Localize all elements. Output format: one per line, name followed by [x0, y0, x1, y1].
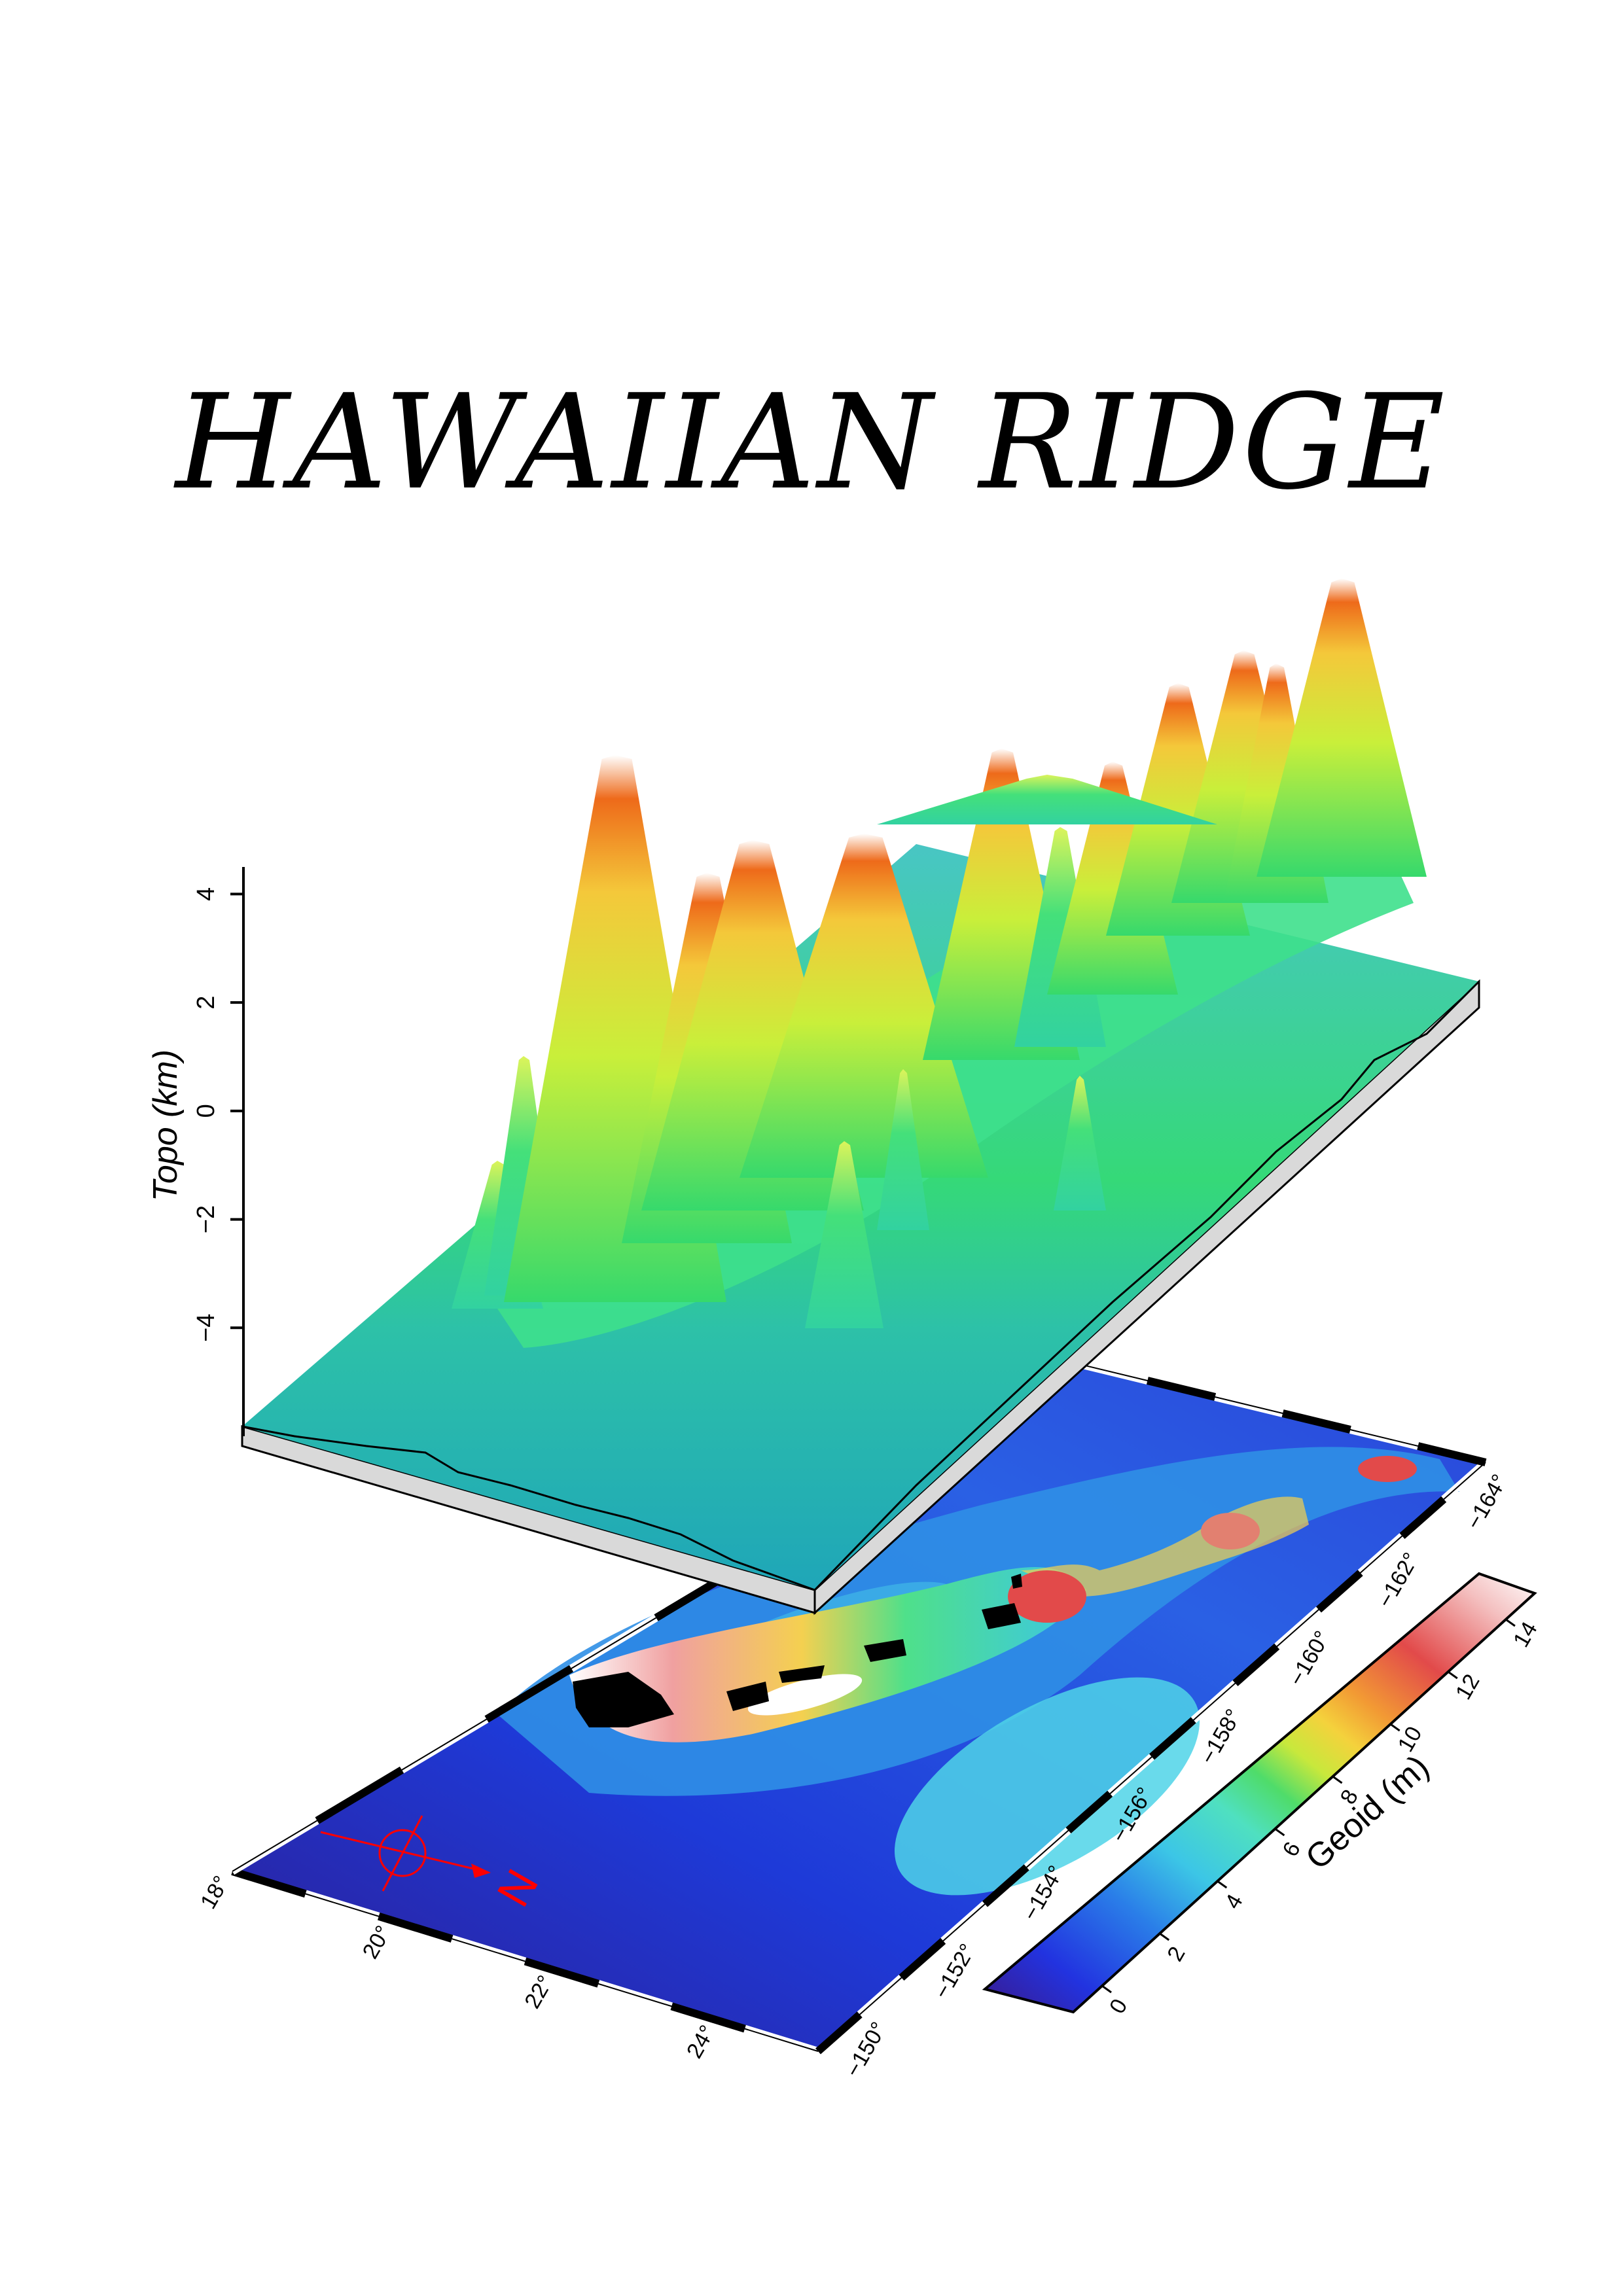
island-niihau — [1011, 1574, 1022, 1589]
geoid-high-spot-4 — [747, 1674, 863, 1716]
geoid-scale-tick — [1447, 1670, 1458, 1680]
latitude-tick-label: 20° — [358, 1922, 397, 1964]
topo-peak — [740, 834, 988, 1178]
topo-axis-label: Topo (km) — [147, 1050, 185, 1201]
geoid-scale-tick — [1389, 1723, 1400, 1732]
geoid-scale-bar — [982, 1572, 1537, 2014]
geoid-scale-tick — [1217, 1880, 1228, 1889]
topo-peak — [805, 1141, 883, 1328]
topo-axis-tick-label: −4 — [192, 1314, 220, 1342]
topo-peak — [1054, 1076, 1106, 1210]
geoid-scale-tick-label: 0 — [1105, 1995, 1132, 2018]
topo-peak — [877, 775, 1217, 824]
latitude-tick-label: 24° — [682, 2021, 721, 2063]
topo-front-profile — [241, 1425, 815, 1591]
map-frame-edge — [1079, 1364, 1486, 1463]
latitude-tick-label: 22° — [520, 1971, 558, 2013]
geoid-high-spot-2 — [1201, 1513, 1260, 1549]
geoid-ridge-band — [569, 1567, 1086, 1742]
island-molokai — [779, 1665, 825, 1683]
geoid-high-spot-1 — [1008, 1570, 1086, 1623]
island-oahu — [864, 1639, 906, 1662]
geoid-scale-tick — [1332, 1775, 1343, 1784]
geoid-scale-tick — [1159, 1932, 1170, 1941]
topo-axis: 4 2 0 −2 −4 Topo (km) — [147, 867, 245, 1436]
island-kauai — [982, 1603, 1021, 1629]
figure-title: HAWAIIAN RIDGE — [175, 366, 1448, 519]
geoid-high-spot-3 — [1358, 1456, 1417, 1482]
geoid-scale-tick-label: 12 — [1451, 1670, 1485, 1704]
geoid-scale-tick-label: 14 — [1508, 1617, 1543, 1651]
topo-peaks — [452, 578, 1427, 1328]
topo-right-profile — [813, 980, 1480, 1591]
topo-axis-tick-label: 2 — [192, 996, 220, 1010]
topo-block: 4 2 0 −2 −4 Topo (km) — [147, 578, 1480, 1616]
topo-peak — [1257, 578, 1427, 877]
map-frame-edge — [232, 1871, 819, 2052]
latitude-tick-label: 18° — [196, 1871, 234, 1913]
geoid-scale-tick-label: 4 — [1220, 1890, 1247, 1913]
topo-axis-tick-label: −2 — [192, 1205, 220, 1233]
geoid-scale-tick — [1505, 1618, 1516, 1627]
geoid-scale-tick-label: 2 — [1162, 1943, 1190, 1966]
map-frame-edge — [817, 1462, 1486, 2052]
topo-axis-tick-label: 4 — [192, 887, 220, 901]
topo-peak — [877, 1069, 929, 1230]
island-maui — [726, 1682, 769, 1711]
topo-peak — [1047, 762, 1178, 995]
geoid-map: N −150°−152°−154°−156°−158°−160°−162°−16… — [196, 1360, 1512, 2081]
island-hawaii — [573, 1672, 674, 1727]
geoid-scale-tick — [1274, 1828, 1285, 1837]
topo-axis-tick-label: 0 — [192, 1104, 220, 1118]
geoid-scale-tick — [1101, 1985, 1112, 1994]
geoid-cyan-zone — [894, 1677, 1200, 1896]
